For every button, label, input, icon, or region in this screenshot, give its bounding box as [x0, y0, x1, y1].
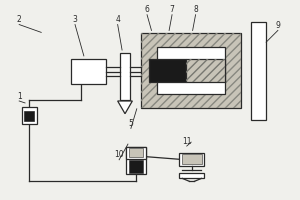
Bar [251, 22, 266, 120]
Bar [70, 59, 106, 84]
Bar [186, 59, 225, 82]
Bar [141, 33, 241, 108]
Bar [120, 53, 130, 100]
Text: 3: 3 [73, 15, 77, 24]
Text: 9: 9 [275, 21, 280, 30]
Bar [148, 59, 186, 82]
Text: 5: 5 [128, 119, 133, 128]
Bar [179, 173, 204, 178]
Bar [141, 33, 241, 108]
Bar [182, 154, 202, 164]
Text: 7: 7 [169, 5, 175, 14]
Text: 6: 6 [145, 5, 149, 14]
Bar [127, 147, 146, 159]
Bar [25, 111, 34, 121]
Bar [179, 153, 204, 166]
Text: 1: 1 [17, 92, 22, 101]
Text: 2: 2 [17, 15, 22, 24]
Text: 4: 4 [115, 15, 120, 24]
Polygon shape [118, 101, 132, 114]
Bar [129, 160, 143, 173]
Bar [186, 59, 225, 82]
Text: 8: 8 [193, 5, 198, 14]
Text: 11: 11 [182, 137, 191, 146]
Bar [127, 147, 146, 174]
Bar [129, 148, 143, 157]
Text: 10: 10 [114, 150, 124, 159]
Bar [157, 47, 225, 94]
Bar [22, 107, 37, 124]
